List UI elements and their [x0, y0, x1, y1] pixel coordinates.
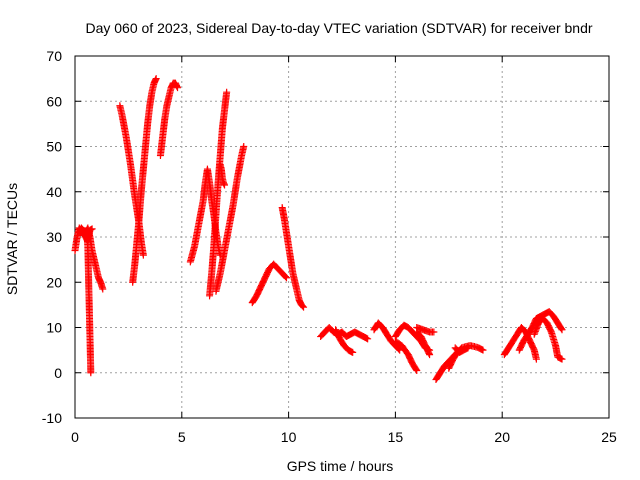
data-point — [557, 325, 565, 333]
y-tick-label: 50 — [46, 139, 62, 155]
series-arc-12 — [278, 204, 308, 311]
y-tick-label: 10 — [46, 320, 62, 336]
y-tick-label: 20 — [46, 274, 62, 290]
data-point — [87, 369, 95, 377]
data-point — [139, 251, 147, 259]
series-arc-13 — [317, 324, 372, 343]
y-tick-label: -10 — [42, 410, 62, 426]
chart-title: Day 060 of 2023, Sidereal Day-to-day VTE… — [85, 20, 592, 36]
data-point — [558, 326, 566, 334]
x-tick-label: 15 — [388, 429, 404, 445]
series-arc-18 — [413, 328, 434, 359]
data-point — [558, 355, 566, 363]
axis-ticks: 0 5 10 15 20 25 -10 0 10 20 30 40 50 60 70 — [42, 48, 617, 445]
series-arc-11 — [248, 260, 290, 307]
data-point — [349, 348, 357, 356]
y-tick-label: 40 — [46, 184, 62, 200]
x-axis-label: GPS time / hours — [287, 458, 394, 474]
series-arc-9 — [212, 143, 248, 295]
series-arc-17 — [391, 337, 421, 374]
x-tick-label: 5 — [178, 429, 186, 445]
series-arc-22 — [451, 344, 472, 356]
x-tick-label: 20 — [494, 429, 510, 445]
data-point — [240, 143, 248, 150]
y-tick-label: 0 — [54, 365, 62, 381]
data-series — [71, 75, 566, 384]
data-point — [152, 75, 160, 83]
data-point — [88, 225, 96, 233]
data-point — [364, 335, 372, 343]
series-arc-19 — [413, 324, 438, 336]
data-point — [223, 88, 231, 96]
data-point — [396, 346, 404, 354]
data-point — [425, 349, 433, 357]
y-axis-label: SDTVAR / TECUs — [4, 183, 20, 295]
x-tick-label: 25 — [601, 429, 617, 445]
data-point — [298, 302, 306, 310]
data-point — [174, 84, 182, 92]
data-point — [300, 303, 308, 311]
series-arc-6 — [156, 79, 182, 160]
data-point — [282, 274, 290, 282]
y-tick-label: 60 — [46, 93, 62, 109]
series-arc-25 — [530, 314, 566, 363]
x-tick-label: 0 — [71, 429, 79, 445]
data-point — [430, 328, 438, 336]
grid — [75, 56, 609, 418]
series-arc-14 — [332, 326, 357, 356]
data-point — [221, 181, 229, 189]
data-point — [532, 355, 540, 363]
data-point — [99, 285, 107, 293]
data-point — [281, 273, 289, 281]
data-point — [464, 344, 472, 352]
data-point — [412, 365, 420, 373]
data-point — [413, 366, 421, 374]
data-point — [87, 226, 95, 234]
series-arc-10 — [216, 161, 229, 189]
data-point — [479, 346, 487, 354]
x-tick-label: 10 — [281, 429, 297, 445]
series-arc-3 — [75, 224, 96, 246]
y-tick-label: 30 — [46, 229, 62, 245]
y-tick-label: 70 — [46, 48, 62, 64]
data-point — [426, 351, 434, 359]
data-point — [395, 345, 403, 353]
series-arc-5 — [129, 75, 160, 286]
